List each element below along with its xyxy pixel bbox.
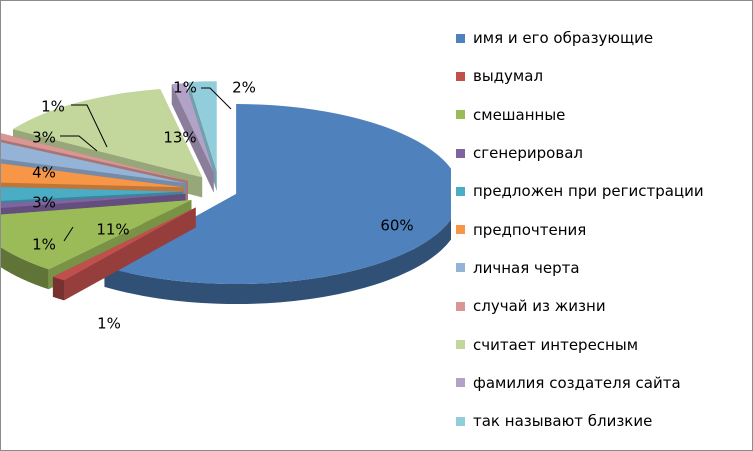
legend-label: фамилия создателя сайта bbox=[473, 373, 681, 392]
pie-slice-10 bbox=[171, 83, 214, 193]
legend-item-3: смешанные bbox=[456, 96, 704, 134]
legend-item-9: считает интересным bbox=[456, 325, 704, 363]
slice-top bbox=[104, 104, 451, 285]
slice-wall-end bbox=[52, 207, 196, 297]
pie-chart: 60% 1% 11% 1% 3% 4% 3% 1% 13% 1% 2% bbox=[1, 79, 451, 333]
legend-swatch bbox=[456, 263, 465, 273]
slice-rim bbox=[104, 219, 451, 305]
legend-item-10: фамилия создателя сайта bbox=[456, 364, 704, 402]
slice-top bbox=[1, 163, 184, 188]
slice-top bbox=[52, 207, 196, 281]
legend-swatch bbox=[456, 416, 465, 426]
slice-top bbox=[171, 83, 214, 173]
data-label-5: 3% bbox=[32, 194, 56, 212]
legend-label: предложен при регистрации bbox=[473, 182, 704, 201]
legend-swatch bbox=[456, 340, 465, 350]
legend-swatch bbox=[456, 33, 465, 43]
legend-item-11: так называют близкие bbox=[456, 402, 704, 440]
leader-line-10 bbox=[201, 87, 232, 110]
legend-label: имя и его образующие bbox=[473, 29, 654, 48]
data-label-2: 1% bbox=[97, 315, 121, 333]
data-label-10: 1% bbox=[173, 79, 197, 97]
legend-item-7: личная черта bbox=[456, 249, 704, 287]
legend-label: личная черта bbox=[473, 258, 580, 277]
slice-top bbox=[1, 133, 189, 181]
slice-top bbox=[1, 199, 192, 270]
data-label-7: 3% bbox=[32, 129, 56, 147]
slice-wall-start bbox=[171, 84, 214, 193]
legend-item-1: имя и его образующие bbox=[456, 19, 704, 57]
legend: имя и его образующие выдумал смешанные сген… bbox=[456, 19, 704, 440]
legend-item-6: предпочтения bbox=[456, 210, 704, 248]
slice-top bbox=[1, 142, 186, 184]
legend-item-2: выдумал bbox=[456, 57, 704, 95]
legend-label: выдумал bbox=[473, 67, 544, 86]
legend-swatch bbox=[456, 301, 465, 311]
slice-top bbox=[188, 81, 217, 172]
legend-item-4: сгенерировал bbox=[456, 134, 704, 172]
pie-slice-2 bbox=[52, 207, 196, 301]
legend-label: смешанные bbox=[473, 105, 566, 124]
legend-label: считает интересным bbox=[473, 335, 639, 354]
slice-rim bbox=[1, 247, 49, 290]
data-label-11: 2% bbox=[232, 79, 256, 97]
slice-top bbox=[1, 187, 184, 201]
data-label-8: 1% bbox=[41, 98, 65, 116]
legend-label: случай из жизни bbox=[473, 297, 606, 316]
legend-label: так называют близкие bbox=[473, 412, 653, 431]
legend-swatch bbox=[456, 110, 465, 120]
slice-rim bbox=[52, 276, 65, 301]
slice-top bbox=[1, 193, 186, 209]
legend-label: предпочтения bbox=[473, 220, 587, 239]
legend-label: сгенерировал bbox=[473, 144, 583, 163]
leader-line-8 bbox=[71, 104, 108, 148]
legend-swatch bbox=[456, 378, 465, 388]
legend-swatch bbox=[456, 71, 465, 81]
legend-swatch bbox=[456, 186, 465, 196]
data-label-1: 60% bbox=[380, 217, 413, 235]
legend-swatch bbox=[456, 225, 465, 235]
legend-swatch bbox=[456, 148, 465, 158]
legend-item-5: предложен при регистрации bbox=[456, 172, 704, 210]
data-label-3: 11% bbox=[96, 221, 129, 239]
leader-line-4 bbox=[63, 226, 74, 242]
slice-top bbox=[13, 88, 203, 178]
data-label-9: 13% bbox=[163, 129, 196, 147]
data-label-4: 1% bbox=[32, 236, 56, 254]
leader-line-7 bbox=[60, 135, 98, 152]
legend-item-8: случай из жизни bbox=[456, 287, 704, 325]
data-label-6: 4% bbox=[32, 164, 56, 182]
